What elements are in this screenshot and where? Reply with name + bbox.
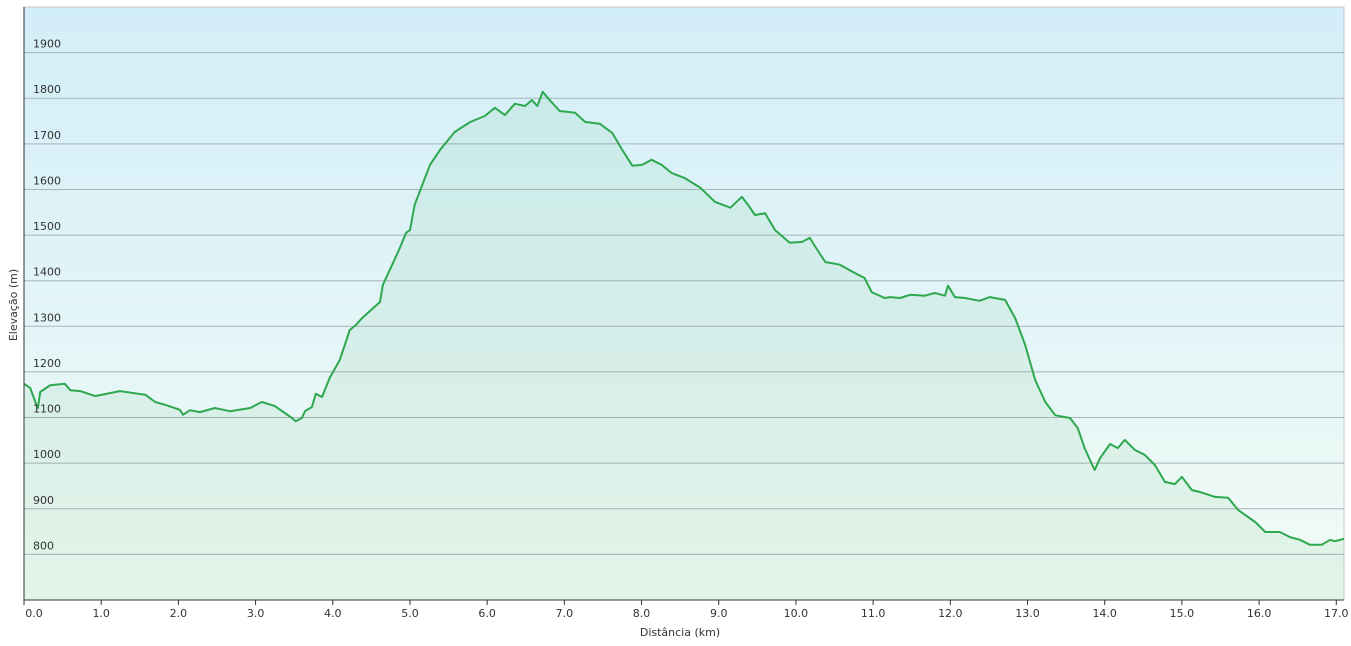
x-tick-label: 16.0 [1247,607,1272,620]
y-tick-label: 1200 [33,357,61,370]
y-tick-label: 800 [33,539,54,552]
x-tick-label: 0.0 [25,607,43,620]
x-tick-label: 11.0 [861,607,886,620]
x-tick-label: 1.0 [92,607,110,620]
x-tick-label: 5.0 [401,607,419,620]
y-tick-label: 900 [33,494,54,507]
y-tick-label: 1800 [33,83,61,96]
y-tick-label: 1600 [33,174,61,187]
x-tick-label: 17.0 [1324,607,1349,620]
x-tick-label: 8.0 [633,607,651,620]
x-tick-label: 2.0 [170,607,188,620]
x-tick-label: 4.0 [324,607,342,620]
x-tick-label: 14.0 [1092,607,1117,620]
x-tick-label: 12.0 [938,607,963,620]
y-tick-label: 1000 [33,448,61,461]
y-tick-label: 1500 [33,220,61,233]
y-tick-label: 1900 [33,38,61,51]
y-tick-label: 1700 [33,129,61,142]
area-fill [24,91,1344,601]
x-tick-label: 13.0 [1015,607,1040,620]
y-axis-title: Elevação (m) [7,269,20,341]
x-tick-label: 10.0 [784,607,809,620]
x-tick-label: 3.0 [247,607,265,620]
elevation-line [23,90,1345,546]
x-tick-label: 7.0 [556,607,574,620]
plot-area [23,6,1345,601]
x-axis-title: Distância (km) [640,626,720,639]
y-tick-label: 1300 [33,311,61,324]
y-tick-label: 1100 [33,403,61,416]
y-tick-label: 1400 [33,266,61,279]
x-tick-label: 6.0 [478,607,496,620]
x-tick-label: 15.0 [1170,607,1195,620]
x-tick-label: 9.0 [710,607,728,620]
